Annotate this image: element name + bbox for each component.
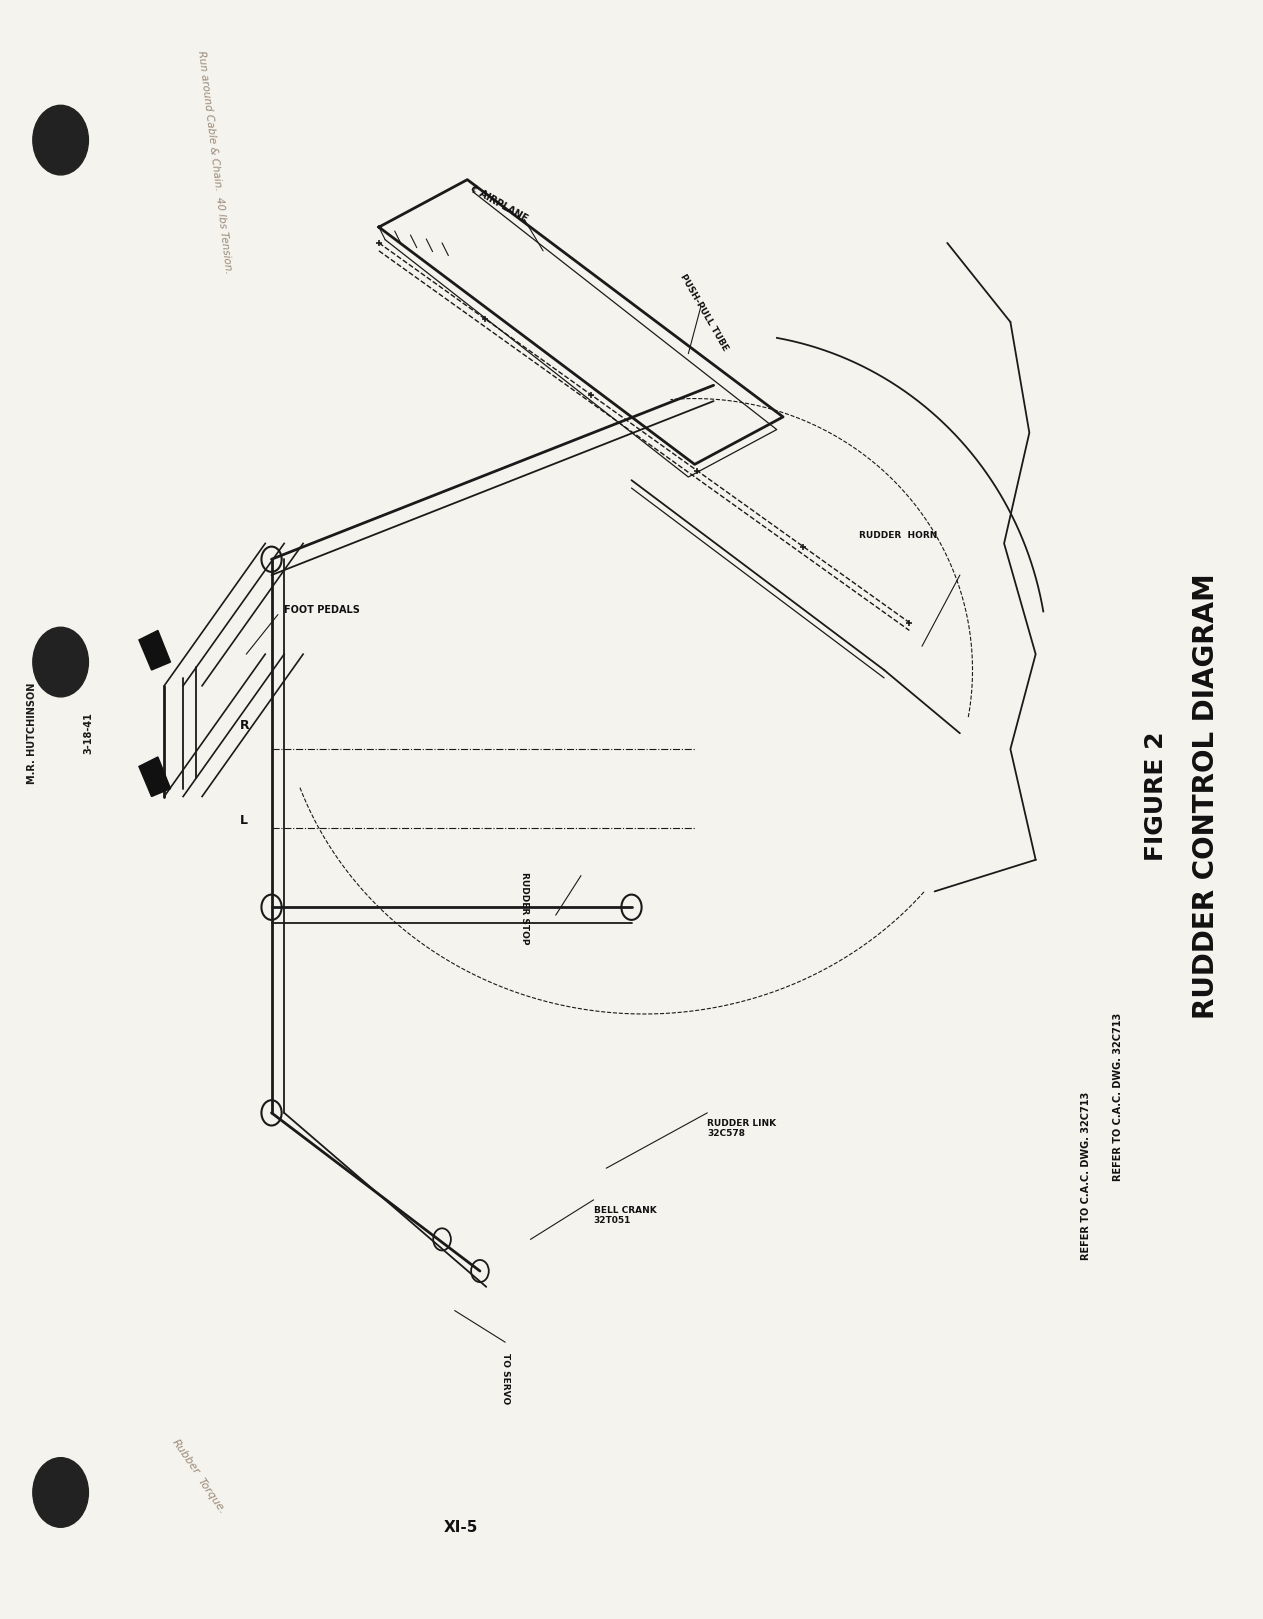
Text: RUDDER STOP: RUDDER STOP bbox=[519, 873, 529, 945]
Text: 3-18-41: 3-18-41 bbox=[83, 712, 93, 754]
Text: RUDDER  HORN: RUDDER HORN bbox=[859, 531, 937, 541]
Polygon shape bbox=[139, 630, 171, 670]
Text: L: L bbox=[240, 814, 248, 827]
Text: FIGURE 2: FIGURE 2 bbox=[1143, 732, 1168, 861]
Text: Run around Cable & Chain.  40 lbs Tension.: Run around Cable & Chain. 40 lbs Tension… bbox=[196, 50, 234, 275]
Circle shape bbox=[33, 1457, 88, 1527]
Polygon shape bbox=[139, 758, 171, 797]
Text: ¢ AIRPLANE: ¢ AIRPLANE bbox=[469, 183, 529, 223]
Text: RUDDER CONTROL DIAGRAM: RUDDER CONTROL DIAGRAM bbox=[1192, 573, 1220, 1020]
Text: XI-5: XI-5 bbox=[443, 1520, 479, 1535]
Text: FOOT PEDALS: FOOT PEDALS bbox=[284, 606, 360, 615]
Text: RUDDER LINK
32C578: RUDDER LINK 32C578 bbox=[707, 1119, 777, 1138]
Text: Torque.: Torque. bbox=[196, 1477, 227, 1515]
Text: REFER TO C.A.C. DWG. 32C713: REFER TO C.A.C. DWG. 32C713 bbox=[1113, 1013, 1123, 1182]
Circle shape bbox=[33, 627, 88, 696]
Text: BELL CRANK
32T051: BELL CRANK 32T051 bbox=[594, 1206, 657, 1226]
Text: M.R. HUTCHINSON: M.R. HUTCHINSON bbox=[27, 683, 37, 784]
Text: REFER TO C.A.C. DWG. 32C713: REFER TO C.A.C. DWG. 32C713 bbox=[1081, 1091, 1091, 1260]
Text: PUSH-PULL TUBE: PUSH-PULL TUBE bbox=[678, 272, 730, 353]
Text: TO SERVO: TO SERVO bbox=[500, 1353, 510, 1405]
Text: R: R bbox=[240, 719, 250, 732]
Circle shape bbox=[33, 105, 88, 175]
Text: Rubber: Rubber bbox=[171, 1438, 202, 1477]
